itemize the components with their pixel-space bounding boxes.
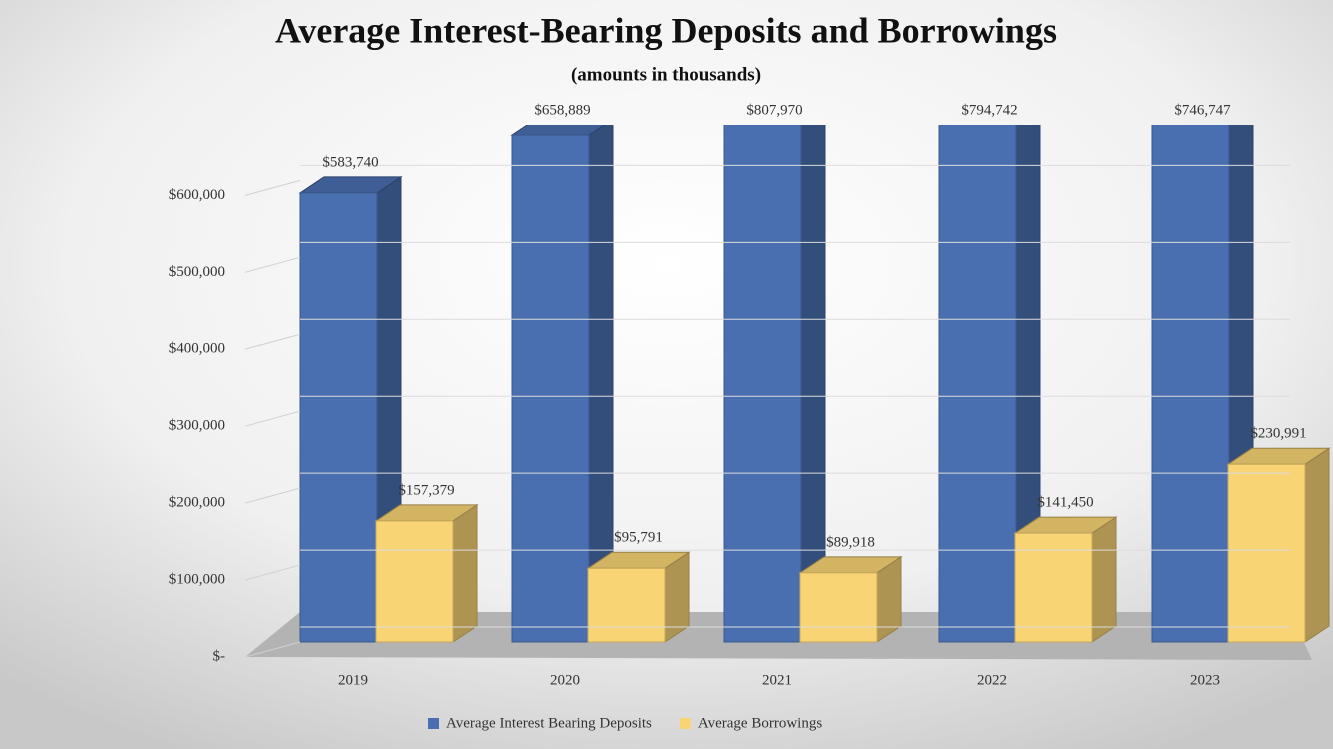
- bar-side: [1091, 516, 1117, 643]
- legend-label: Average Interest Bearing Deposits: [446, 715, 652, 731]
- bar: [299, 192, 378, 643]
- bar: [799, 572, 878, 643]
- data-label: $230,991: [1250, 426, 1306, 442]
- x-tick-label: 2019: [338, 672, 368, 688]
- data-label: $658,889: [534, 102, 590, 118]
- bar: [1227, 463, 1306, 643]
- chart-title: Average Interest-Bearing Deposits and Bo…: [275, 10, 1057, 50]
- data-label: $807,970: [746, 102, 802, 118]
- legend-label: Average Borrowings: [698, 715, 822, 731]
- data-label: $89,918: [826, 534, 875, 550]
- x-tick-label: 2021: [762, 672, 792, 688]
- legend-swatch: [428, 718, 439, 729]
- y-tick-label: $500,000: [169, 264, 225, 280]
- data-label: $746,747: [1174, 102, 1231, 118]
- y-tick-label: $300,000: [169, 418, 225, 434]
- bar-side: [1304, 447, 1330, 643]
- y-tick-label: $600,000: [169, 187, 225, 203]
- grid-line: [244, 410, 301, 427]
- data-label: $141,450: [1037, 495, 1093, 511]
- bar: [587, 567, 666, 643]
- bar: [723, 125, 802, 643]
- y-tick-label: $400,000: [169, 341, 225, 357]
- data-label: $583,740: [322, 154, 378, 170]
- x-tick-label: 2022: [977, 672, 1007, 688]
- grid-line: [244, 256, 301, 273]
- bar: [375, 520, 454, 643]
- y-tick-label: $100,000: [169, 572, 225, 588]
- data-label: $95,791: [614, 530, 663, 546]
- x-tick-label: 2020: [550, 672, 580, 688]
- chart-subtitle: (amounts in thousands): [571, 64, 761, 85]
- plot: [298, 125, 1331, 643]
- data-label: $794,742: [961, 102, 1017, 118]
- x-tick-label: 2023: [1190, 672, 1220, 688]
- grid-line: [244, 564, 301, 581]
- bar: [938, 125, 1017, 643]
- grid-line: [244, 641, 301, 658]
- legend-swatch: [679, 718, 691, 729]
- y-tick-label: $-: [213, 648, 226, 664]
- bar: [1151, 125, 1230, 643]
- data-label: $157,379: [398, 482, 454, 498]
- y-tick-label: $200,000: [169, 495, 225, 511]
- bar: [511, 134, 590, 643]
- grid-line: [244, 333, 301, 350]
- bar: [1014, 532, 1093, 643]
- bar-side: [452, 503, 478, 643]
- grid-line: [244, 487, 301, 504]
- grid-line: [244, 179, 301, 196]
